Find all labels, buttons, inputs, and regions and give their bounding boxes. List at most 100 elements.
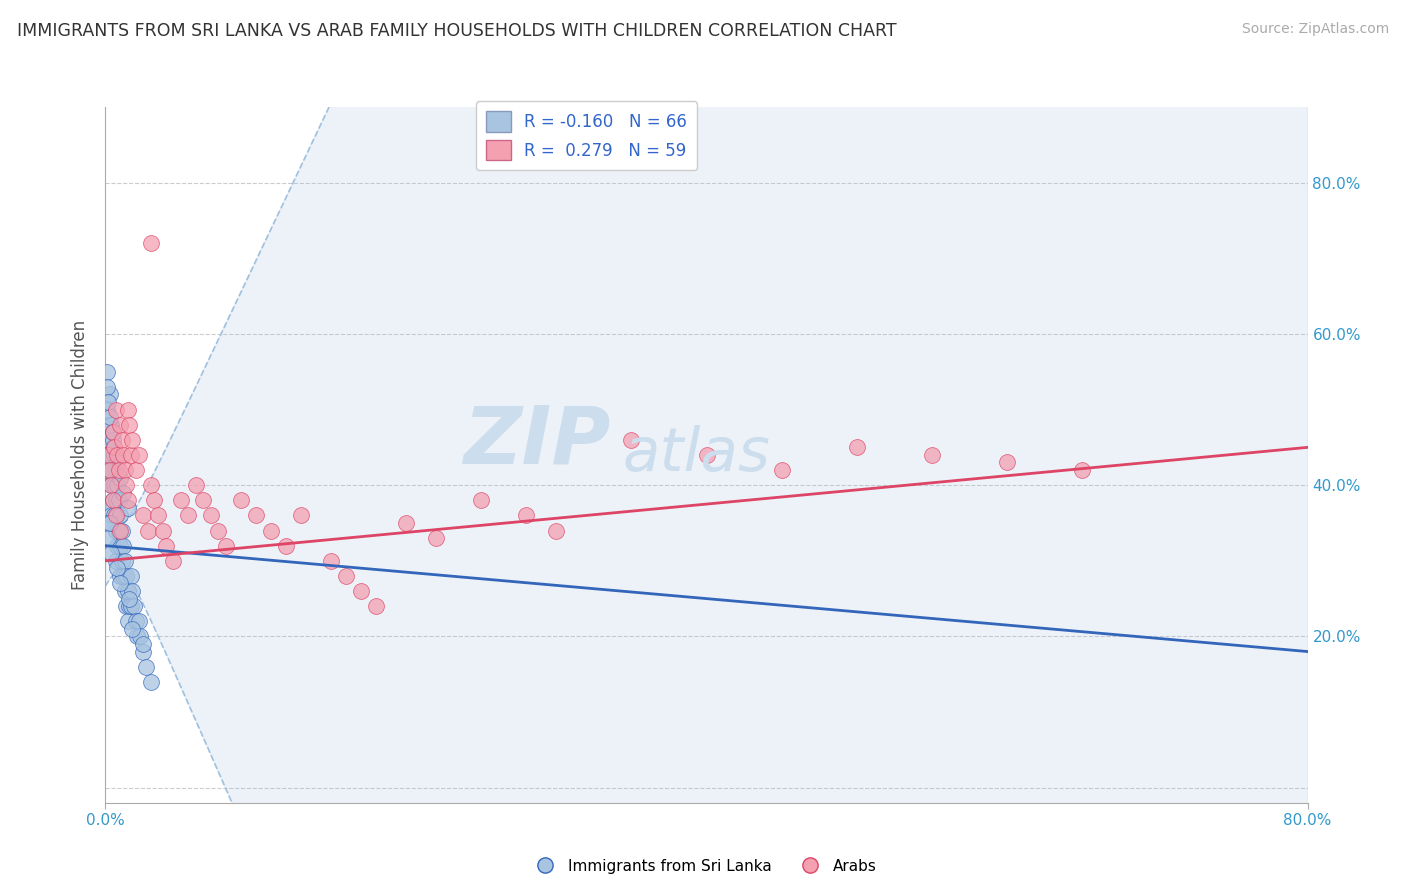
Y-axis label: Family Households with Children: Family Households with Children [72,320,90,590]
Point [128,615,150,629]
Point [155,539,177,553]
Point [245,508,267,523]
Point [107,455,129,469]
Point [103,508,125,523]
Point [117,402,139,417]
Point [214,539,236,553]
Point [103,478,125,492]
Point [229,493,252,508]
Point [101,493,124,508]
Point [111,524,134,538]
Point [921,448,943,462]
Point [110,524,132,538]
Point [110,569,132,583]
Point [169,493,191,508]
Point [103,441,125,455]
Text: IMMIGRANTS FROM SRI LANKA VS ARAB FAMILY HOUSEHOLDS WITH CHILDREN CORRELATION CH: IMMIGRANTS FROM SRI LANKA VS ARAB FAMILY… [17,22,897,40]
Point [118,591,141,606]
Point [770,463,793,477]
Point [132,644,155,658]
Point [101,433,124,447]
Point [1071,463,1094,477]
Point [425,531,447,545]
Point [112,539,135,553]
Point [103,448,125,462]
Point [395,516,418,530]
Point [128,448,150,462]
Point [620,433,643,447]
Point [364,599,387,614]
Text: ZIP: ZIP [463,402,610,480]
Point [100,478,122,492]
Point [111,554,134,568]
Point [110,539,132,553]
Point [110,470,132,484]
Point [136,524,159,538]
Point [132,637,155,651]
Point [96,365,118,379]
Point [132,508,155,523]
Point [124,615,146,629]
Point [696,448,718,462]
Point [117,493,139,508]
Point [290,508,312,523]
Point [108,463,131,477]
Point [260,524,283,538]
Point [108,493,131,508]
Point [107,478,129,492]
Point [118,599,141,614]
Point [122,599,145,614]
Point [139,236,162,251]
Point [177,508,200,523]
Point [146,508,169,523]
Point [104,493,127,508]
Point [97,395,120,409]
Point [191,493,214,508]
Point [124,463,146,477]
Point [117,584,139,599]
Point [114,554,136,568]
Legend: Immigrants from Sri Lanka, Arabs: Immigrants from Sri Lanka, Arabs [523,853,883,880]
Point [100,417,122,432]
Point [117,615,139,629]
Point [121,433,143,447]
Point [117,500,139,515]
Point [118,417,141,432]
Point [96,380,118,394]
Point [100,448,122,462]
Point [107,539,129,553]
Point [995,455,1018,469]
Point [103,441,125,455]
Point [120,448,142,462]
Point [319,554,342,568]
Point [115,569,138,583]
Point [111,433,134,447]
Point [125,629,148,643]
Point [110,417,132,432]
Point [98,463,121,477]
Point [100,508,122,523]
Point [515,508,537,523]
Point [112,569,135,583]
Point [120,599,142,614]
Legend: R = -0.160   N = 66, R =  0.279   N = 59: R = -0.160 N = 66, R = 0.279 N = 59 [475,102,697,170]
Point [139,478,162,492]
Point [110,576,132,591]
Point [200,508,222,523]
Point [139,674,162,689]
Point [121,584,143,599]
Point [114,463,136,477]
Point [107,508,129,523]
Point [101,425,124,440]
Point [104,463,127,477]
Point [104,508,127,523]
Point [101,425,124,440]
Point [470,493,492,508]
Point [152,524,174,538]
Point [184,478,207,492]
Point [104,554,127,568]
Point [100,546,122,560]
Point [110,508,132,523]
Point [120,569,142,583]
Point [97,448,120,462]
